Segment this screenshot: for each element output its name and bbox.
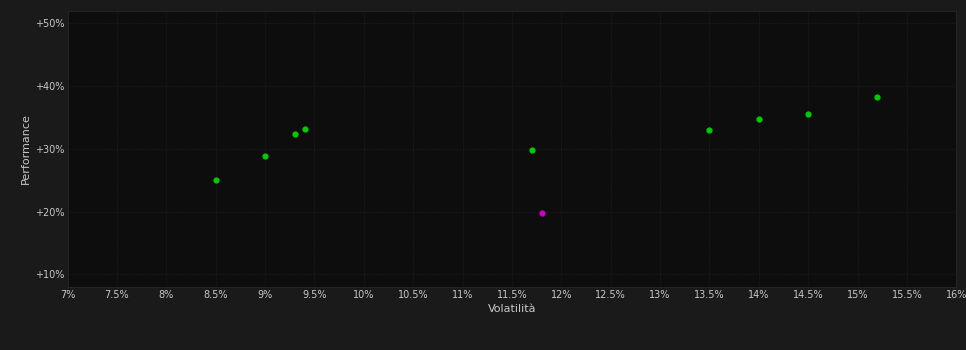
Point <box>534 210 550 216</box>
Point <box>701 127 717 133</box>
Y-axis label: Performance: Performance <box>21 113 31 184</box>
Point <box>287 132 302 137</box>
Point <box>297 126 312 132</box>
Point <box>524 147 539 153</box>
Point <box>801 111 816 116</box>
Point <box>208 177 223 182</box>
Point <box>869 94 885 100</box>
Point <box>257 153 272 159</box>
Point <box>752 116 767 121</box>
X-axis label: Volatilità: Volatilità <box>488 304 536 314</box>
